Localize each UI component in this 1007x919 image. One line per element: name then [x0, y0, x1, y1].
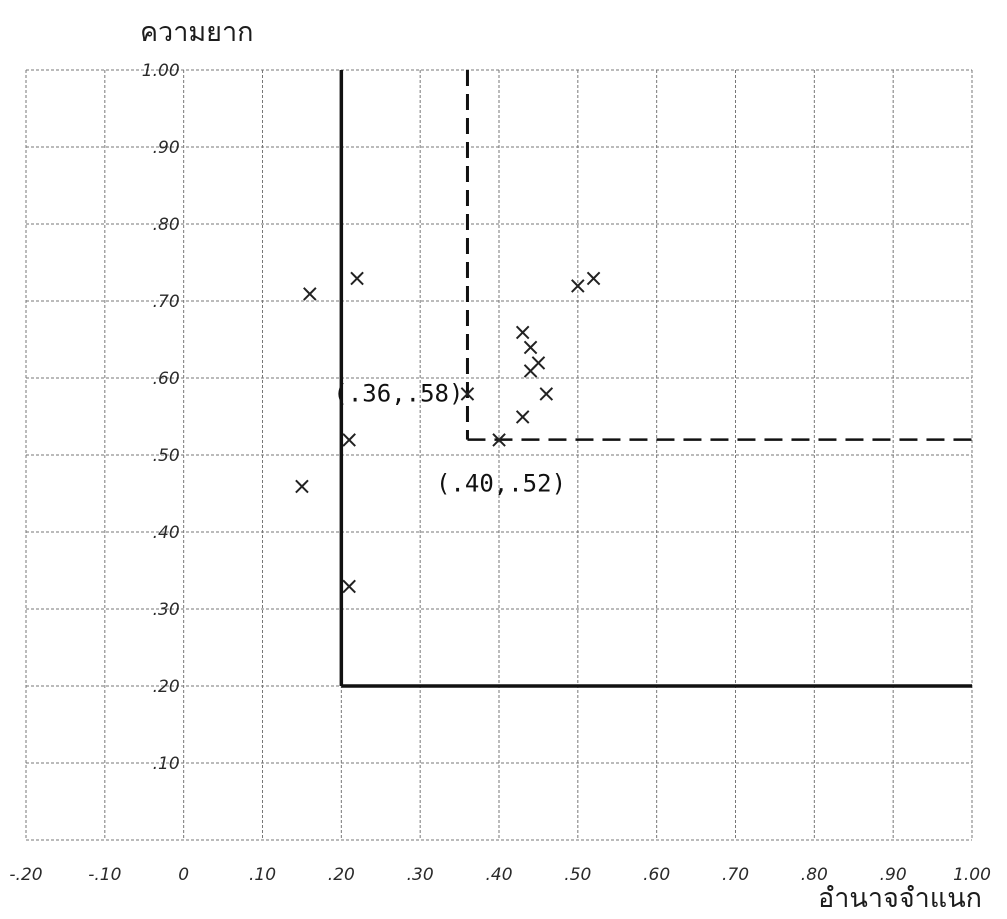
data-point: ×: [513, 403, 533, 431]
x-tick-label: .30: [407, 865, 434, 885]
x-tick-label: 1.00: [953, 865, 991, 885]
annotation-label: (.40,.52): [436, 470, 566, 498]
data-point: ×: [520, 333, 540, 361]
data-point: ×: [568, 272, 588, 300]
y-tick-label: .80: [153, 215, 180, 235]
data-point: ×: [536, 379, 556, 407]
y-tick-label: .90: [153, 138, 180, 158]
x-tick-label: .60: [643, 865, 670, 885]
data-point: ×: [347, 264, 367, 292]
x-tick-label: -.20: [9, 865, 42, 885]
data-point: ×: [300, 279, 320, 307]
x-tick-label: .80: [801, 865, 828, 885]
y-tick-label: .60: [153, 369, 180, 389]
y-axis-label: ความยาก: [140, 17, 254, 48]
y-tick-label: .30: [153, 600, 180, 620]
data-point: ×: [339, 572, 359, 600]
data-point: ×: [584, 264, 604, 292]
data-point: ×: [520, 356, 540, 384]
data-point: ×: [528, 349, 548, 377]
x-axis-label: อำนาจจำแนก: [818, 883, 983, 914]
data-point: ×: [513, 318, 533, 346]
annotation-label: (.36,.58): [333, 379, 463, 407]
data-point: ×: [489, 426, 509, 454]
x-tick-label: 0: [178, 865, 189, 885]
x-tick-label: .50: [564, 865, 591, 885]
y-tick-label: .20: [153, 677, 180, 697]
x-tick-label: .90: [880, 865, 907, 885]
x-tick-label: .10: [249, 865, 276, 885]
y-tick-label: .50: [153, 446, 180, 466]
y-tick-label: .70: [153, 292, 180, 312]
x-tick-label: .40: [485, 865, 512, 885]
data-point: ×: [339, 426, 359, 454]
y-tick-label: .10: [153, 754, 180, 774]
y-tick-label: .40: [153, 523, 180, 543]
data-point: ×: [292, 472, 312, 500]
x-tick-label: -.10: [88, 865, 121, 885]
x-tick-label: .20: [328, 865, 355, 885]
x-tick-label: .70: [722, 865, 749, 885]
data-point: ×: [457, 379, 477, 407]
y-tick-label: 1.00: [142, 61, 180, 81]
